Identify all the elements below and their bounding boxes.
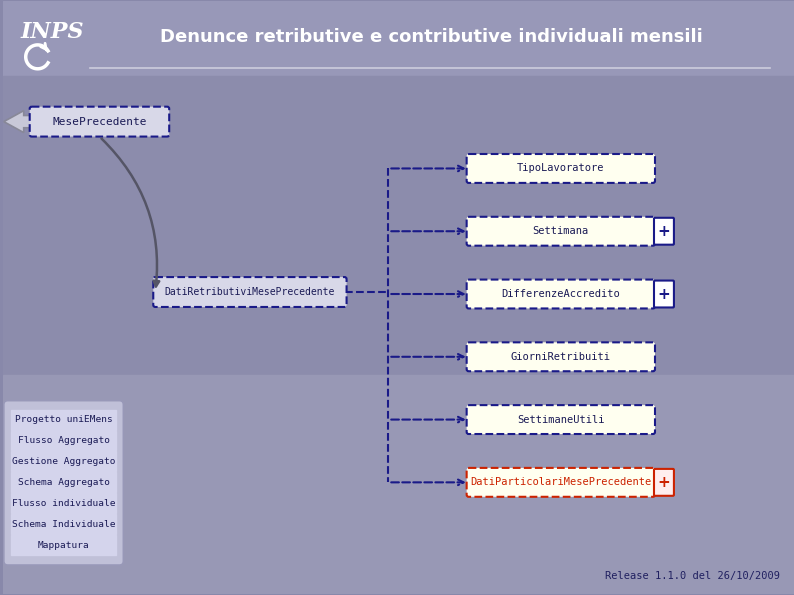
Text: TipoLavoratore: TipoLavoratore xyxy=(517,164,604,174)
Bar xyxy=(11,452,117,471)
Text: Release 1.1.0 del 26/10/2009: Release 1.1.0 del 26/10/2009 xyxy=(605,571,780,581)
Text: Flusso individuale: Flusso individuale xyxy=(12,499,115,508)
Text: +: + xyxy=(657,475,670,490)
FancyBboxPatch shape xyxy=(467,154,655,183)
Text: INPS: INPS xyxy=(21,21,84,43)
FancyBboxPatch shape xyxy=(654,469,674,496)
FancyBboxPatch shape xyxy=(29,107,169,137)
FancyBboxPatch shape xyxy=(467,405,655,434)
Text: GiorniRetribuiti: GiorniRetribuiti xyxy=(511,352,611,362)
Text: Schema Aggregato: Schema Aggregato xyxy=(17,478,110,487)
Bar xyxy=(11,535,117,555)
Text: Schema Individuale: Schema Individuale xyxy=(12,519,115,529)
FancyBboxPatch shape xyxy=(467,280,655,308)
Text: Settimana: Settimana xyxy=(533,226,589,236)
Bar xyxy=(3,1,794,76)
FancyBboxPatch shape xyxy=(654,218,674,245)
Text: Flusso Aggregato: Flusso Aggregato xyxy=(17,436,110,445)
FancyBboxPatch shape xyxy=(654,281,674,308)
FancyBboxPatch shape xyxy=(467,217,655,246)
Text: Gestione Aggregato: Gestione Aggregato xyxy=(12,457,115,466)
Text: DatiRetributiviMesePrecedente: DatiRetributiviMesePrecedente xyxy=(164,287,335,297)
Text: SettimaneUtili: SettimaneUtili xyxy=(517,415,604,425)
Text: MesePrecedente: MesePrecedente xyxy=(52,117,147,127)
Bar xyxy=(11,493,117,513)
Text: +: + xyxy=(657,224,670,239)
Text: Denunce retributive e contributive individuali mensili: Denunce retributive e contributive indiv… xyxy=(160,28,703,46)
Text: Progetto uniEMens: Progetto uniEMens xyxy=(15,415,113,424)
Text: Mappatura: Mappatura xyxy=(37,541,90,550)
FancyBboxPatch shape xyxy=(153,277,346,307)
Bar xyxy=(11,431,117,450)
FancyBboxPatch shape xyxy=(467,468,655,497)
FancyBboxPatch shape xyxy=(467,342,655,371)
Text: DatiParticolariMesePrecedente: DatiParticolariMesePrecedente xyxy=(470,477,651,487)
FancyBboxPatch shape xyxy=(4,400,123,565)
Bar xyxy=(11,409,117,430)
Bar xyxy=(3,375,794,594)
Text: DifferenzeAccredito: DifferenzeAccredito xyxy=(502,289,620,299)
Bar xyxy=(11,472,117,492)
Text: +: + xyxy=(657,287,670,302)
Bar xyxy=(11,514,117,534)
Polygon shape xyxy=(4,111,37,133)
Bar xyxy=(3,76,794,375)
